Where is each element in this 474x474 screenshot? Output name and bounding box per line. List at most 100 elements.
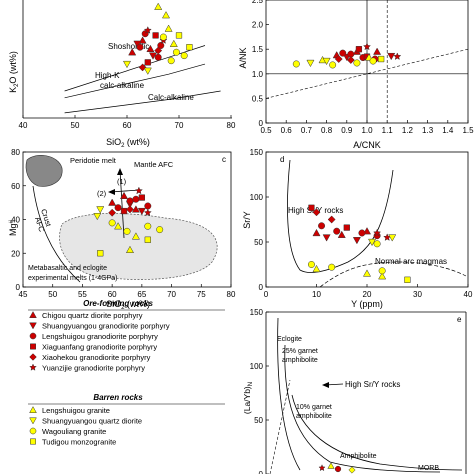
panel-b-ytick-label: 2.0 [252,21,264,30]
legend-ore-label-4: Xiaohekou granodiorite porphyry [42,353,151,362]
panel-e-point-1 [327,462,335,469]
panel-c-xtick-label: 60 [108,290,117,299]
panel-b-ylabel: A/NK [238,47,248,68]
panel-d-point-s2-1 [333,227,341,235]
panel-a-point-s9-0 [186,44,193,51]
panel-c-ytick-label: 80 [11,148,20,157]
legend-barren-heading: Barren rocks [93,393,143,402]
boundary-calc-low [64,90,221,114]
panel-b-xtick-label: 0.6 [281,126,293,135]
panel-a-point-s7-0 [143,67,152,75]
panel-c-point-s4-0 [108,208,117,217]
panel-a-point-s8-2 [180,52,188,60]
panel-d-ytick-label: 150 [250,148,264,157]
panel-a-point-s6-1 [161,11,171,19]
label-afc-2: (2) [97,189,107,198]
normal-arc-boundary [319,261,467,288]
panel-d-point-s5-0 [373,228,382,237]
label-afc-1: (1) [117,177,127,186]
panel-e-point-0 [318,464,326,472]
panel-a-point-s4-1 [154,46,163,55]
panel-d-point-s9-0 [404,276,411,283]
panel-d-point-s8-1 [328,263,336,271]
panel-b-xtick-label: 0.7 [301,126,313,135]
panel-e-ytick-label: 0 [259,470,264,474]
legend-barren-marker-2 [29,427,37,435]
panel-c-xtick-label: 45 [19,290,28,299]
panel-a-point-s9-1 [175,32,183,39]
label-amphibolite: Amphibolite [340,453,377,460]
panel-c-point-s0-0 [108,198,117,206]
panel-b-ytick-label: 2.5 [252,0,264,5]
label-morb: MORB [418,465,439,472]
panel-d-point-s1-1 [352,237,361,245]
panel-b-point-s8-3 [369,57,377,65]
panel-c-point-s9-1 [97,250,104,257]
panel-d-point-s4-1 [327,215,336,224]
panel-b-point-s7-0 [306,59,315,68]
panel-a-point-s8-1 [172,48,180,56]
panel-d-point-s0-1 [337,230,346,238]
panel-a-point-s5-0 [143,26,152,34]
panel-e-point-2 [334,465,342,473]
panel-d-point-s8-2 [378,267,386,275]
panel-c-ytick-label: 40 [11,216,20,225]
legend-ore-marker-1 [29,322,37,330]
panel-d-point-s6-2 [378,272,387,280]
panel-c-point-s8-2 [144,222,152,230]
panel-a-point-s4-0 [138,63,147,72]
panel-d-point-s7-0 [388,234,397,242]
panel-d-xtick-label: 30 [413,290,422,299]
panel-a-point-s1-1 [148,52,158,60]
panel-c-ytick-label: 60 [11,182,20,191]
legend: Ore-forming rocks Chigou quartz diorite … [28,299,225,447]
panel-a-k2o-vs-sio2: K2O (wt%) SiO2 (wt%) 40 50 60 70 80 Shoshoni… [8,0,236,149]
panel-d-point-s8-3 [373,240,381,248]
legend-ore-marker-3 [30,343,36,350]
panel-b-ytick-label: 1.5 [252,45,264,54]
panel-a-point-s8-3 [167,57,175,65]
panel-b-point-s5-1 [393,52,402,61]
crust-afc-curve [32,185,81,283]
panel-c-point-s6-0 [114,222,123,230]
panel-a-point-s2-3 [157,42,165,50]
panel-c-point-s8-1 [123,227,131,235]
panel-b-xtick-label: 1.4 [442,126,454,135]
label-shoshonitic: Shoshonitic [108,42,149,51]
legend-barren-marker-0 [29,406,37,413]
panel-a-point-s0-2 [146,44,155,53]
panel-c-mg-vs-sio2: Mg# SiO2 (wt%) c 45 50 55 60 65 70 75 80 0 20 40 60… [8,148,236,311]
panel-d-point-s3-1 [343,224,350,231]
high-sry-field-boundary [287,159,394,273]
panel-a-point-s7-1 [122,60,132,69]
panel-d-ytick-label: 100 [250,193,264,202]
panel-d-ytick-label: 0 [259,283,264,292]
label-experimental-melts: experimental melts (1-4GPa) [28,275,117,282]
panel-c-point-s8-0 [108,219,116,227]
panel-d-point-s8-0 [307,261,315,268]
region-peridotite-melt [25,155,63,187]
panel-c-point-s6-1 [131,232,140,240]
panel-a-xtick-label: 70 [175,121,184,130]
label-normal-arc-magmas: Normal arc magmas [375,257,447,266]
legend-barren-marker-3 [30,438,36,445]
label-high-sry-rocks-e: High Sr/Y rocks [345,380,400,389]
panel-c-xtick-label: 80 [227,290,236,299]
panel-b-xlabel: A/CNK [353,140,381,150]
panel-c-xtick-label: 70 [167,290,176,299]
panel-b-ytick-label: 1.0 [252,70,264,79]
panel-b-point-s2-3 [339,49,347,57]
legend-ore-label-2: Lengshuigou granodiorite porphyry [42,332,158,341]
panel-d-xtick-label: 20 [363,290,372,299]
label-calc-alkaline: Calc-alkaline [148,93,194,102]
panel-d-ylabel: Sr/Y [242,211,252,229]
panel-d-ytick-label: 50 [254,238,263,247]
panel-e-ylabel: (La/Yb)N [242,382,254,414]
panel-a-point-s0-0 [128,48,137,56]
panel-d-point-s4-0 [312,208,321,217]
panel-c-xtick-label: 55 [78,290,87,299]
mantle-afc-line-1 [119,169,125,239]
panel-c-point-s7-1 [93,212,102,221]
